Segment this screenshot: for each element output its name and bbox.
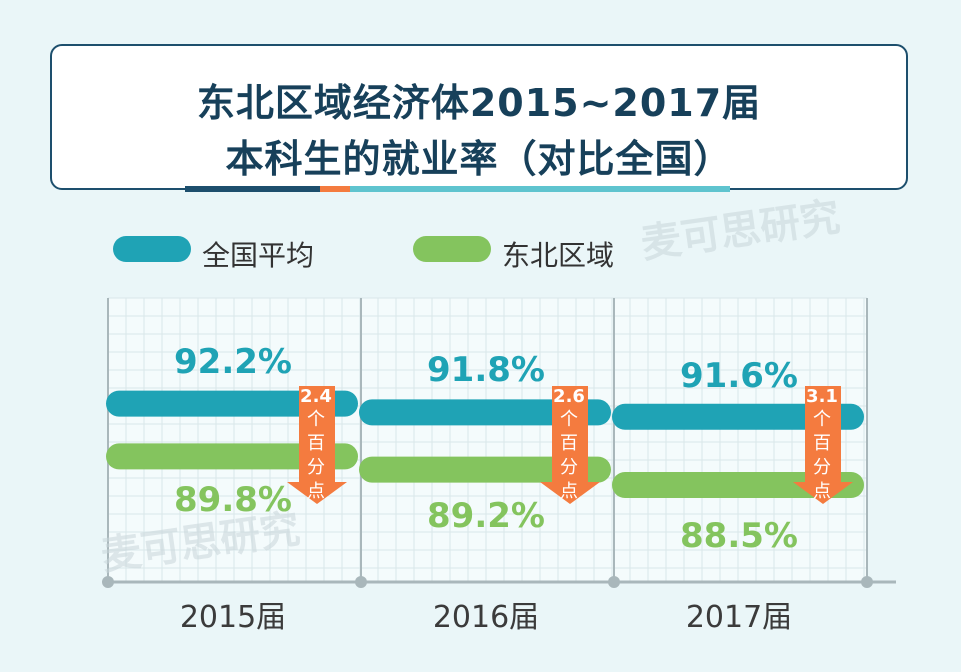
difference-value-2017: 3.1 (806, 386, 838, 407)
national-bar (106, 390, 358, 417)
difference-unit-char: 点 (307, 481, 325, 502)
difference-unit-2017: 个 百 分 点 (804, 408, 840, 504)
value-label-national-2016: 91.8% (427, 350, 545, 390)
national-bar (612, 403, 864, 430)
difference-unit-char: 百 (560, 433, 578, 454)
title-strip-teal (350, 186, 730, 192)
difference-unit-char: 点 (813, 481, 831, 502)
difference-unit-char: 百 (813, 433, 831, 454)
difference-value-2016: 2.6 (553, 386, 585, 407)
value-label-northeast-2017: 88.5% (680, 516, 798, 556)
axis-dot (102, 576, 114, 588)
difference-unit-2016: 个 百 分 点 (551, 408, 587, 504)
difference-unit-char: 个 (307, 409, 325, 430)
category-label-2015: 2015届 (179, 600, 287, 635)
axis-dot (355, 576, 367, 588)
legend-swatch-national (113, 236, 191, 262)
difference-unit-char: 点 (560, 481, 578, 502)
difference-arrow-shaft (805, 386, 841, 482)
difference-unit-char: 分 (813, 457, 831, 478)
value-label-northeast-2015: 89.8% (174, 480, 292, 520)
legend-label-national: 全国平均 (202, 239, 315, 272)
difference-arrow-shaft (552, 386, 588, 482)
northeast-bar (359, 456, 611, 483)
title-banner: 东北区域经济体2015~2017届 本科生的就业率（对比全国） (50, 44, 908, 190)
difference-unit-char: 百 (307, 433, 325, 454)
value-label-northeast-2016: 89.2% (427, 496, 545, 536)
difference-arrow-head (287, 482, 347, 504)
northeast-bar (612, 472, 864, 498)
national-bar (359, 399, 611, 426)
category-label-2016: 2016届 (432, 600, 540, 635)
title-strip-dark (185, 186, 320, 192)
difference-unit-char: 分 (307, 457, 325, 478)
difference-arrow-head (540, 482, 600, 504)
value-label-national-2015: 92.2% (174, 342, 292, 382)
difference-unit-2015: 个 百 分 点 (298, 408, 334, 504)
difference-value-2015: 2.4 (300, 386, 332, 407)
title-strip-orange (320, 186, 350, 192)
category-label-2017: 2017届 (685, 600, 793, 635)
difference-unit-char: 个 (813, 409, 831, 430)
axis-dot (608, 576, 620, 588)
chart-title-line1: 东北区域经济体2015~2017届 (196, 81, 762, 125)
difference-unit-char: 分 (560, 457, 578, 478)
northeast-bar (106, 443, 358, 470)
legend-label-northeast: 东北区域 (502, 239, 615, 272)
difference-arrow-head (793, 482, 853, 504)
axis-dot (861, 576, 873, 588)
value-label-national-2017: 91.6% (680, 356, 798, 396)
legend-swatch-northeast (413, 236, 491, 262)
difference-unit-char: 个 (560, 409, 578, 430)
difference-arrow-shaft (299, 386, 335, 482)
chart-title-line2: 本科生的就业率（对比全国） (225, 137, 733, 181)
